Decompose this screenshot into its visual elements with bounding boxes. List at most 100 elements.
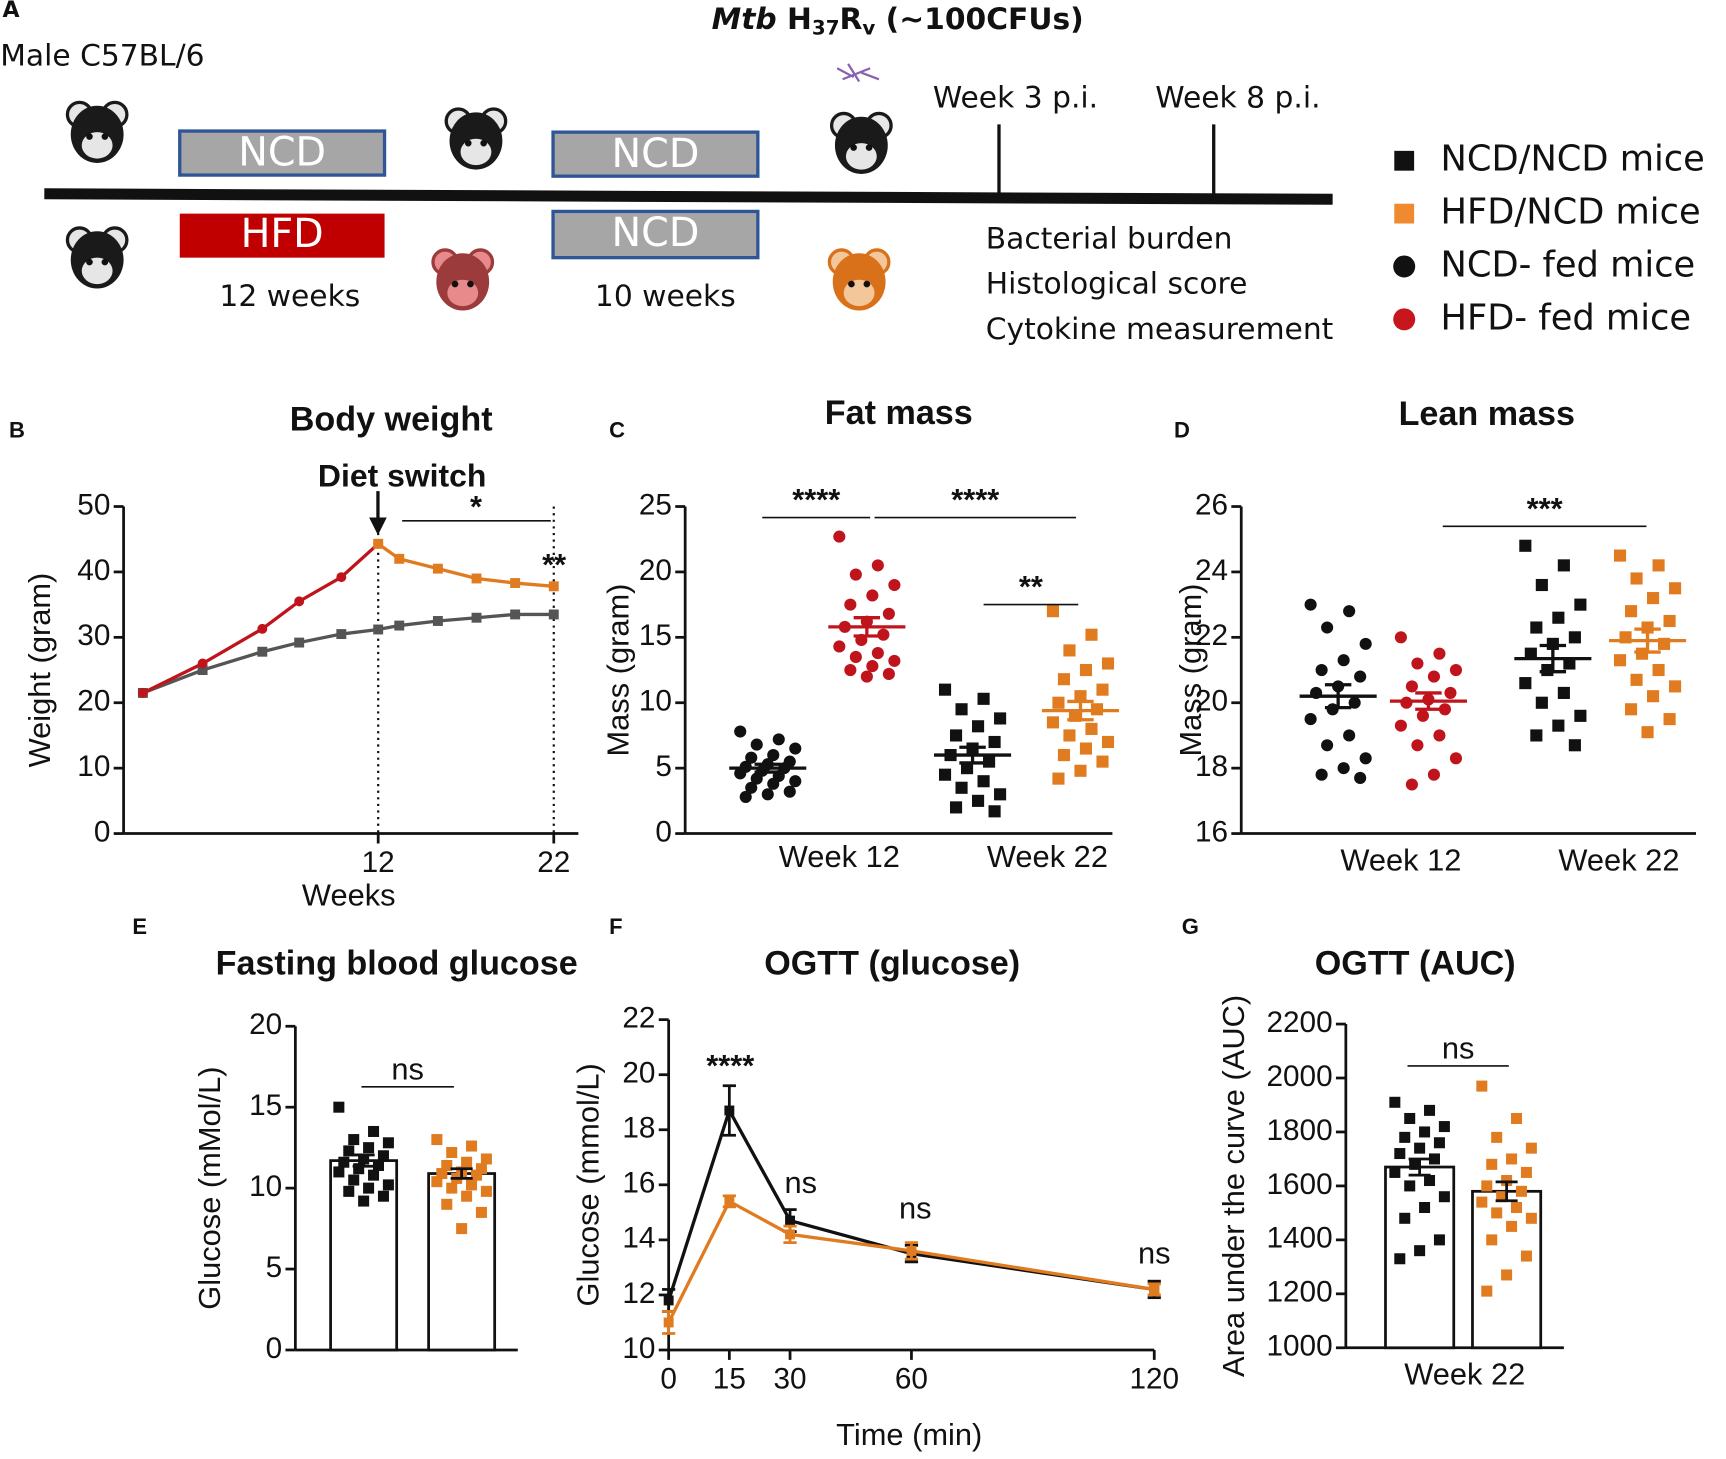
point <box>1438 1121 1450 1133</box>
point <box>470 1169 483 1181</box>
point <box>377 1150 389 1162</box>
annotation: * <box>470 489 482 524</box>
point <box>1433 1234 1445 1246</box>
diet-label: NCD <box>238 130 326 176</box>
point <box>471 573 482 584</box>
point <box>1552 719 1565 732</box>
point <box>955 703 968 716</box>
bar <box>427 1172 497 1352</box>
schematic: A Male C57BL/6 Mtb H37Rv (~100CFUs) NCD … <box>0 0 1333 347</box>
point <box>745 781 758 794</box>
point <box>1411 657 1424 670</box>
point <box>1315 663 1328 677</box>
chart-title: Fasting blood glucose <box>216 945 578 983</box>
sem-bar <box>853 616 881 638</box>
point <box>844 598 857 611</box>
point <box>1511 1112 1523 1124</box>
legend-marker <box>1394 203 1415 224</box>
point <box>1496 1191 1508 1203</box>
point <box>1438 703 1452 716</box>
point <box>1519 677 1532 690</box>
point <box>461 1190 473 1202</box>
strain-label: Male C57BL/6 <box>0 39 204 74</box>
legend-label: NCD/NCD mice <box>1441 139 1705 180</box>
point <box>1568 739 1581 752</box>
point <box>257 623 268 634</box>
point <box>871 646 884 660</box>
mouse-icon <box>65 100 129 163</box>
point <box>1315 768 1328 781</box>
annotation: ns <box>785 1165 818 1200</box>
point <box>1524 647 1537 660</box>
point <box>750 738 763 751</box>
y-tick-label: 1000 <box>1267 1330 1333 1363</box>
point <box>785 1215 796 1226</box>
y-tick-label: 20 <box>639 554 672 587</box>
y-axis-label: Glucose (mmol/L) <box>571 1063 606 1306</box>
y-axis-label: Glucose (mMol/L) <box>192 1066 227 1309</box>
point <box>938 768 952 781</box>
point <box>461 1156 473 1168</box>
y-tick-label: 26 <box>1195 488 1228 521</box>
point <box>1574 598 1587 611</box>
point <box>1624 605 1638 618</box>
point <box>431 1134 443 1146</box>
panel-letter: D <box>1174 417 1190 442</box>
point <box>1506 1220 1518 1232</box>
point <box>1343 605 1356 618</box>
point <box>1337 654 1350 667</box>
category-label: Week 12 <box>1340 842 1461 877</box>
point <box>750 772 763 785</box>
y-tick-label: 20 <box>1195 685 1228 718</box>
point <box>866 589 879 602</box>
point <box>1438 1191 1450 1203</box>
mouse-eye <box>101 258 109 266</box>
point <box>906 1245 917 1256</box>
mouse-eye <box>86 133 93 140</box>
legend-marker <box>1393 255 1416 278</box>
diet-box <box>179 213 385 258</box>
point <box>1449 663 1463 677</box>
sem-bar <box>1539 643 1567 674</box>
y-tick-label: 20 <box>622 1057 655 1090</box>
point <box>1404 1180 1416 1192</box>
chart-title: OGTT (glucose) <box>764 945 1020 983</box>
point <box>1414 1142 1426 1154</box>
point <box>1348 696 1361 709</box>
point <box>1624 703 1638 716</box>
point <box>1321 621 1334 634</box>
mouse-eye <box>850 144 857 151</box>
point <box>1525 1212 1537 1224</box>
timepoint: Week 8 p.i. <box>1155 81 1320 116</box>
x-tick-label: 30 <box>774 1363 807 1396</box>
timeline <box>44 188 1333 205</box>
diet-box <box>551 209 760 260</box>
point <box>1652 663 1665 677</box>
point <box>441 1198 453 1210</box>
point <box>343 1145 355 1157</box>
mouse-icon <box>431 248 495 311</box>
panel-letter: B <box>9 417 25 442</box>
point <box>377 1190 389 1202</box>
point <box>849 650 862 664</box>
y-tick-label: 50 <box>77 488 110 521</box>
point <box>510 609 521 620</box>
point <box>1647 690 1660 703</box>
mouse-eye <box>863 280 871 288</box>
point <box>475 1206 487 1218</box>
diet-box <box>551 130 760 178</box>
legend-marker <box>1394 150 1415 171</box>
legend-label: HFD/NCD mice <box>1441 192 1701 233</box>
annotation: ns <box>1442 1031 1475 1066</box>
point <box>949 801 963 814</box>
chart: G OGTT (AUC) Area under the curve (AUC) 100… <box>1182 914 1564 1392</box>
point <box>767 777 780 790</box>
point <box>431 1176 443 1188</box>
point <box>882 607 895 620</box>
y-axis-label: Weight (gram) <box>22 573 57 768</box>
point <box>446 1182 458 1194</box>
point <box>772 733 785 746</box>
y-tick-label: 18 <box>1195 750 1228 783</box>
point <box>1079 742 1093 755</box>
point <box>336 629 347 640</box>
